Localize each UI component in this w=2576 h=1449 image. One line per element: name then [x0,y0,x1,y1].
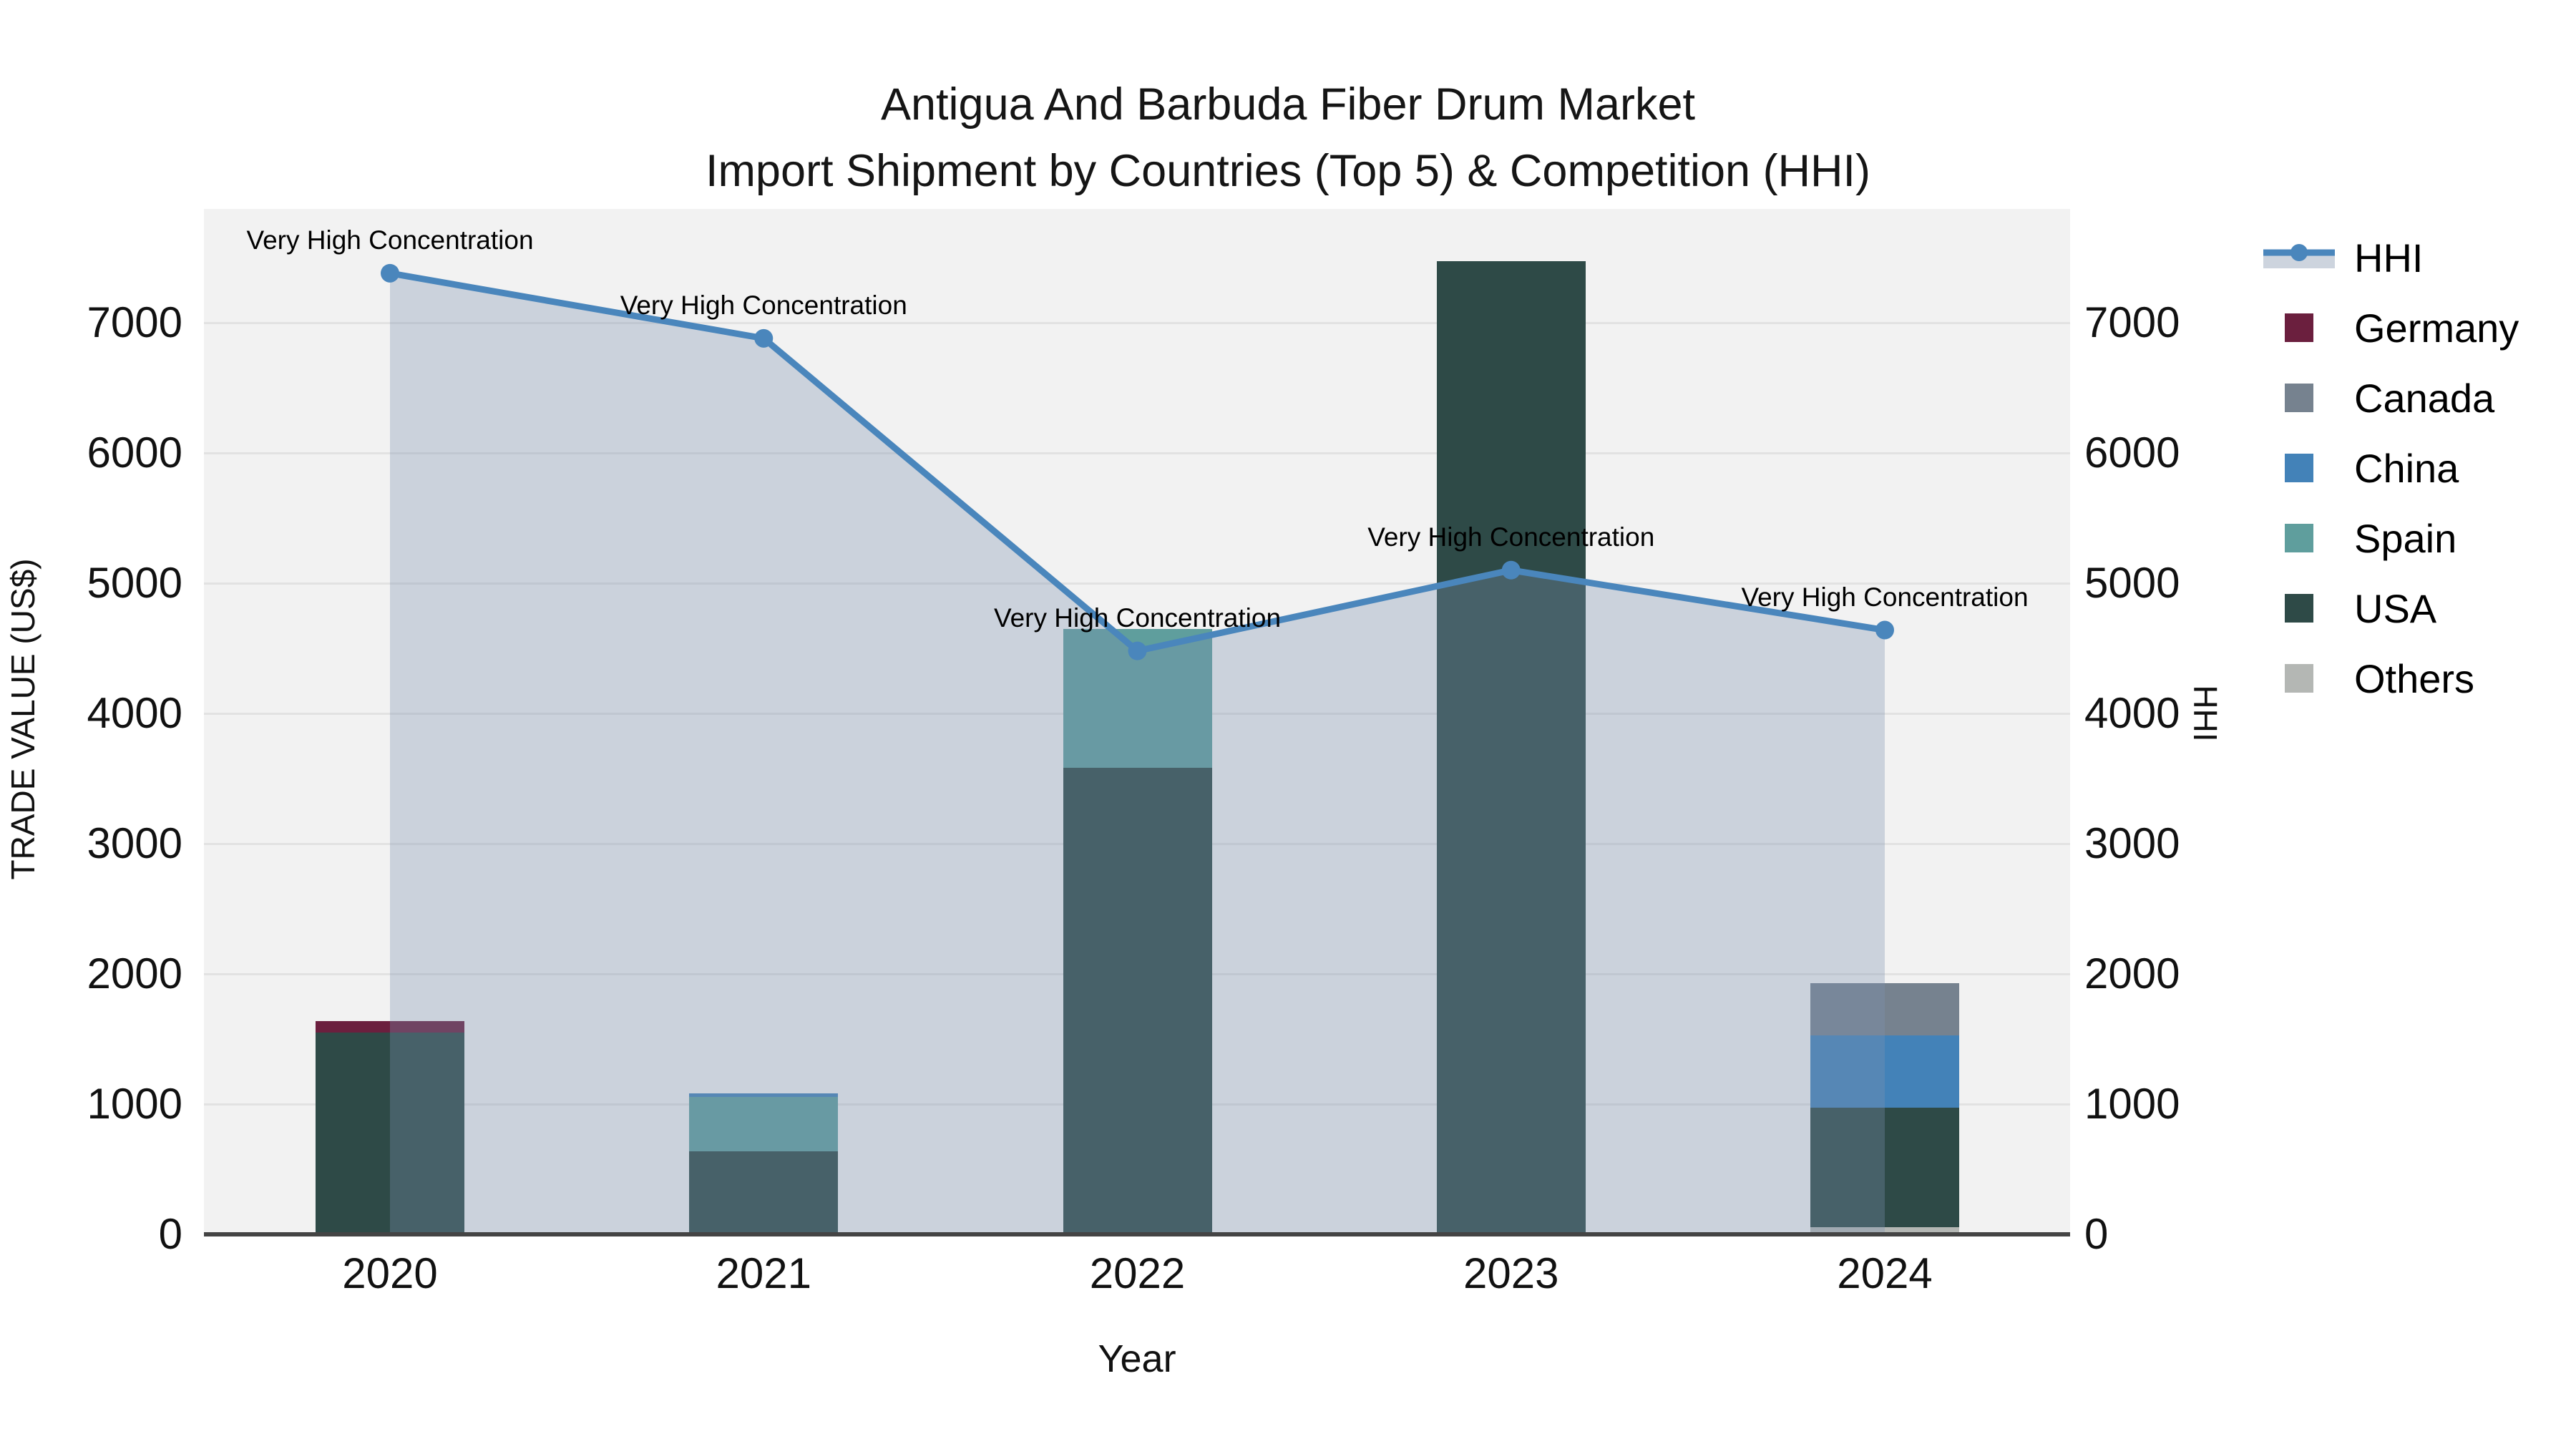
legend-item-spain: Spain [2263,502,2457,574]
chart-title-line1: Antigua And Barbuda Fiber Drum Market [880,79,1696,130]
hhi-marker-2020 [381,263,399,283]
y-tick-left-4000: 4000 [87,689,182,737]
y-tick-right-7000: 7000 [2084,298,2180,346]
annotation-2020: Very High Concentration [246,225,534,255]
legend-label-hhi: HHI [2354,235,2424,280]
legend-symbol-slot [2263,572,2335,644]
x-tick-2020: 2020 [342,1249,438,1297]
legend-label-others: Others [2354,655,2475,701]
gridline-7000 [204,321,2070,324]
hhi-area-fill [390,273,1885,1234]
x-tick-2024: 2024 [1837,1249,1933,1297]
legend-item-others: Others [2263,643,2474,714]
x-tick-2021: 2021 [716,1249,811,1297]
annotation-2021: Very High Concentration [620,290,907,320]
bar-segment-usa-2023 [1436,261,1586,1234]
annotation-2023: Very High Concentration [1367,522,1655,552]
bar-segment-china-2024 [1810,1035,1959,1108]
hhi-marker-2024 [1875,620,1894,640]
y-tick-left-1000: 1000 [87,1080,182,1128]
bar-segment-usa-2021 [689,1151,839,1234]
y-tick-right-0: 0 [2084,1210,2109,1258]
legend-symbol-slot [2263,362,2335,434]
gridline-5000 [204,582,2070,585]
legend-item-germany: Germany [2263,292,2519,364]
legend-item-usa: USA [2263,572,2436,644]
bar-segment-germany-2020 [316,1020,464,1033]
y-tick-left-7000: 7000 [87,298,182,346]
x-tick-2023: 2023 [1463,1249,1559,1297]
legend-swatch-germany [2285,313,2313,342]
y-tick-right-6000: 6000 [2084,429,2180,477]
legend-item-hhi: HHI [2263,222,2423,293]
y-tick-left-0: 0 [158,1210,182,1258]
bar-segment-usa-2020 [316,1032,464,1234]
y-tick-left-3000: 3000 [87,819,182,867]
y-tick-left-2000: 2000 [87,950,182,997]
bar-segment-others-2024 [1810,1226,1959,1234]
hhi-marker-2022 [1128,641,1147,660]
legend-swatch-canada [2285,384,2313,412]
legend-symbol-slot [2263,292,2335,364]
legend-symbol-slot [2263,222,2335,293]
y-tick-right-3000: 3000 [2084,819,2180,867]
legend-symbol-slot [2263,432,2335,504]
y-tick-right-5000: 5000 [2084,559,2180,607]
hhi-legend-symbol [2263,244,2335,268]
legend-swatch-others [2285,664,2313,693]
legend-label-china: China [2354,445,2459,491]
y-tick-right-1000: 1000 [2084,1080,2180,1128]
hhi-marker-2023 [1501,560,1521,580]
legend-symbol-slot [2263,502,2335,574]
annotation-2022: Very High Concentration [993,602,1282,633]
hhi-marker-2021 [754,328,774,348]
bar-segment-usa-2024 [1810,1108,1959,1227]
x-axis-line [204,1232,2070,1236]
bar-segment-usa-2022 [1063,768,1212,1234]
hhi-legend-marker [2290,244,2308,261]
legend-label-usa: USA [2354,585,2437,631]
legend-swatch-china [2285,454,2313,482]
chart-title: Antigua And Barbuda Fiber Drum Market Im… [0,72,2576,205]
legend-item-china: China [2263,432,2459,504]
legend-item-canada: Canada [2263,362,2494,434]
x-axis-title: Year [1098,1337,1176,1380]
gridline-6000 [204,452,2070,454]
y-tick-right-4000: 4000 [2084,689,2180,737]
legend-swatch-usa [2285,594,2313,623]
hhi-overlay [381,263,1894,1234]
y-tick-left-6000: 6000 [87,429,182,477]
legend-label-spain: Spain [2354,515,2457,561]
bar-segment-canada-2024 [1810,982,1959,1035]
annotation-2024: Very High Concentration [1741,582,2029,612]
legend-swatch-spain [2285,524,2313,552]
bar-segment-spain-2021 [689,1096,839,1151]
plot-area [204,209,2070,1234]
y-tick-left-5000: 5000 [87,559,182,607]
chart-title-line2: Import Shipment by Countries (Top 5) & C… [705,146,1871,196]
x-tick-2022: 2022 [1089,1249,1186,1297]
legend-label-germany: Germany [2354,305,2519,351]
legend-symbol-slot [2263,643,2335,714]
legend-label-canada: Canada [2354,375,2495,421]
y-tick-right-2000: 2000 [2084,950,2180,997]
bar-segment-china-2021 [689,1093,839,1097]
